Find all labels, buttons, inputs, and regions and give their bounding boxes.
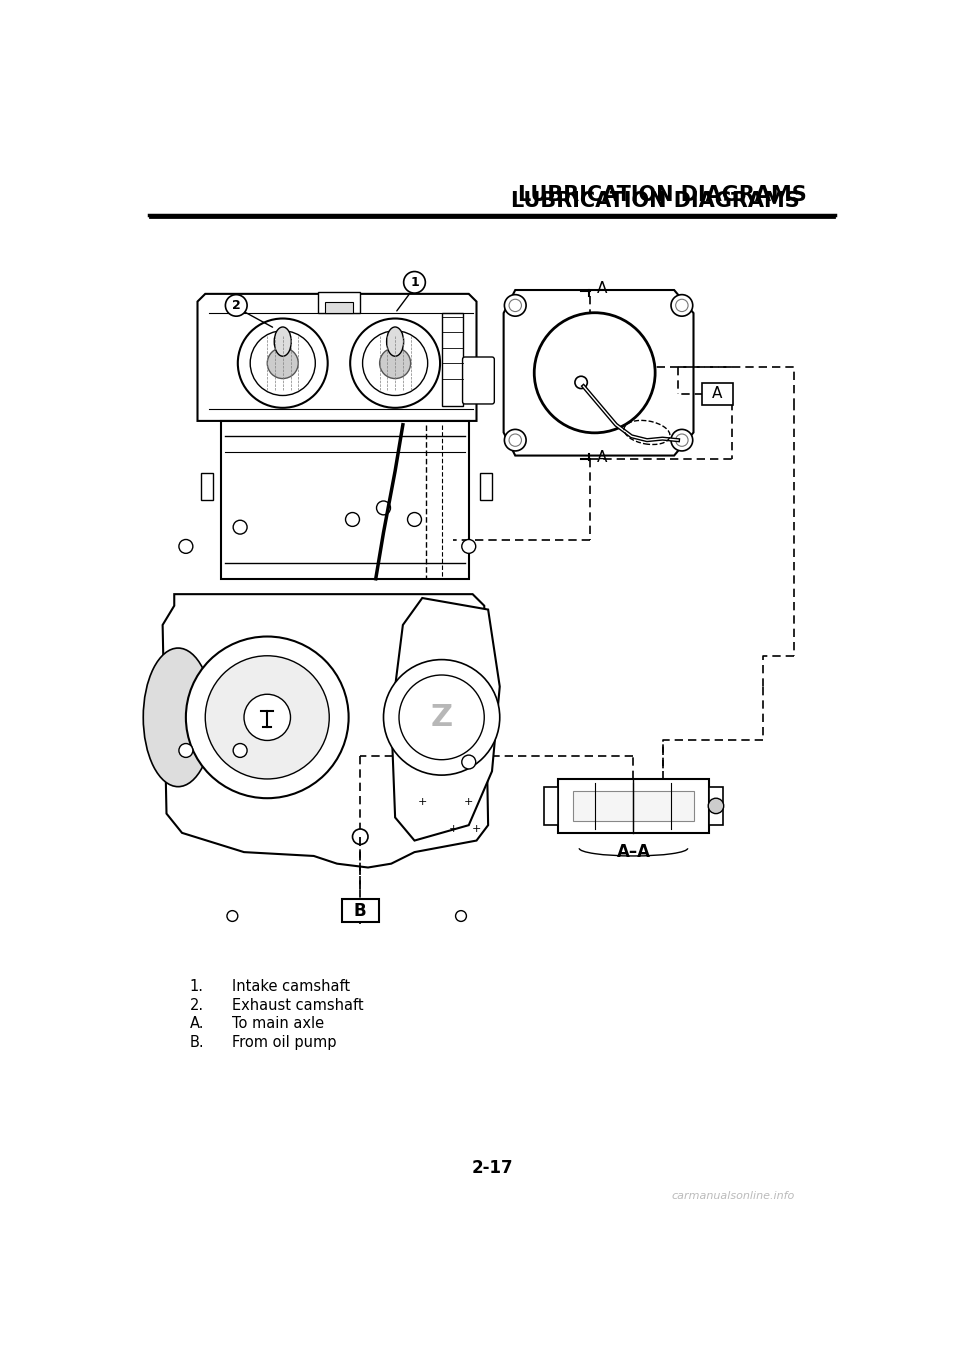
Circle shape <box>456 911 467 922</box>
Circle shape <box>379 348 411 379</box>
Circle shape <box>205 656 329 779</box>
Circle shape <box>534 312 655 433</box>
Polygon shape <box>162 595 488 868</box>
Text: 1: 1 <box>410 276 419 289</box>
Text: +: + <box>471 824 481 834</box>
Text: LUBRICATION DIAGRAMS: LUBRICATION DIAGRAMS <box>518 185 806 205</box>
Bar <box>318 292 360 314</box>
Circle shape <box>233 520 247 534</box>
Circle shape <box>352 828 368 845</box>
Text: +: + <box>418 797 427 807</box>
Bar <box>325 301 352 314</box>
Text: A: A <box>596 281 607 296</box>
Text: Exhaust camshaft: Exhaust camshaft <box>232 998 364 1013</box>
Text: 2-17: 2-17 <box>471 1158 513 1177</box>
Bar <box>221 421 468 579</box>
Text: 2: 2 <box>232 299 241 312</box>
Polygon shape <box>504 291 693 455</box>
Circle shape <box>251 331 315 395</box>
Bar <box>202 473 213 500</box>
Circle shape <box>399 675 484 759</box>
Text: carmanualsonline.info: carmanualsonline.info <box>671 1191 794 1202</box>
Ellipse shape <box>387 327 403 356</box>
Text: Intake camshaft: Intake camshaft <box>232 979 350 994</box>
Circle shape <box>376 501 391 515</box>
Bar <box>709 786 723 826</box>
Circle shape <box>244 694 291 740</box>
Text: 2.: 2. <box>190 998 204 1013</box>
Circle shape <box>179 539 193 553</box>
Bar <box>480 473 492 500</box>
FancyBboxPatch shape <box>342 899 379 922</box>
Ellipse shape <box>275 327 291 356</box>
Circle shape <box>226 295 247 316</box>
Bar <box>442 314 464 406</box>
Circle shape <box>676 299 688 311</box>
Circle shape <box>267 348 299 379</box>
Circle shape <box>456 803 467 813</box>
Polygon shape <box>198 293 476 421</box>
Circle shape <box>575 376 588 388</box>
Text: LUBRICATION DIAGRAMS: LUBRICATION DIAGRAMS <box>512 190 800 210</box>
Circle shape <box>509 435 521 447</box>
FancyBboxPatch shape <box>702 383 733 405</box>
Text: A.: A. <box>190 1016 204 1031</box>
Circle shape <box>408 512 421 527</box>
Polygon shape <box>392 598 500 841</box>
Circle shape <box>504 429 526 451</box>
Text: From oil pump: From oil pump <box>232 1035 337 1050</box>
Text: +: + <box>464 797 473 807</box>
Circle shape <box>462 755 476 769</box>
Circle shape <box>383 660 500 775</box>
Circle shape <box>671 295 693 316</box>
Text: To main axle: To main axle <box>232 1016 324 1031</box>
Circle shape <box>227 911 238 922</box>
Circle shape <box>227 803 238 813</box>
FancyBboxPatch shape <box>463 357 494 403</box>
Text: A–A: A–A <box>616 843 651 861</box>
Circle shape <box>504 295 526 316</box>
Circle shape <box>179 744 193 758</box>
Circle shape <box>403 272 425 293</box>
Text: Z: Z <box>431 703 453 732</box>
Text: B: B <box>354 902 367 919</box>
Text: 1.: 1. <box>190 979 204 994</box>
Circle shape <box>238 319 327 407</box>
Text: +: + <box>448 824 458 834</box>
Circle shape <box>233 744 247 758</box>
Circle shape <box>509 299 521 311</box>
Bar <box>573 790 693 822</box>
Circle shape <box>186 637 348 799</box>
Circle shape <box>708 799 724 813</box>
Circle shape <box>346 512 359 527</box>
Circle shape <box>350 319 440 407</box>
Text: A: A <box>596 449 607 464</box>
Text: A: A <box>712 387 723 402</box>
Bar <box>544 786 558 826</box>
Text: B.: B. <box>190 1035 204 1050</box>
Circle shape <box>462 539 476 553</box>
Circle shape <box>671 429 693 451</box>
Circle shape <box>676 435 688 447</box>
Circle shape <box>363 331 427 395</box>
Ellipse shape <box>143 648 213 786</box>
Bar <box>558 779 709 832</box>
